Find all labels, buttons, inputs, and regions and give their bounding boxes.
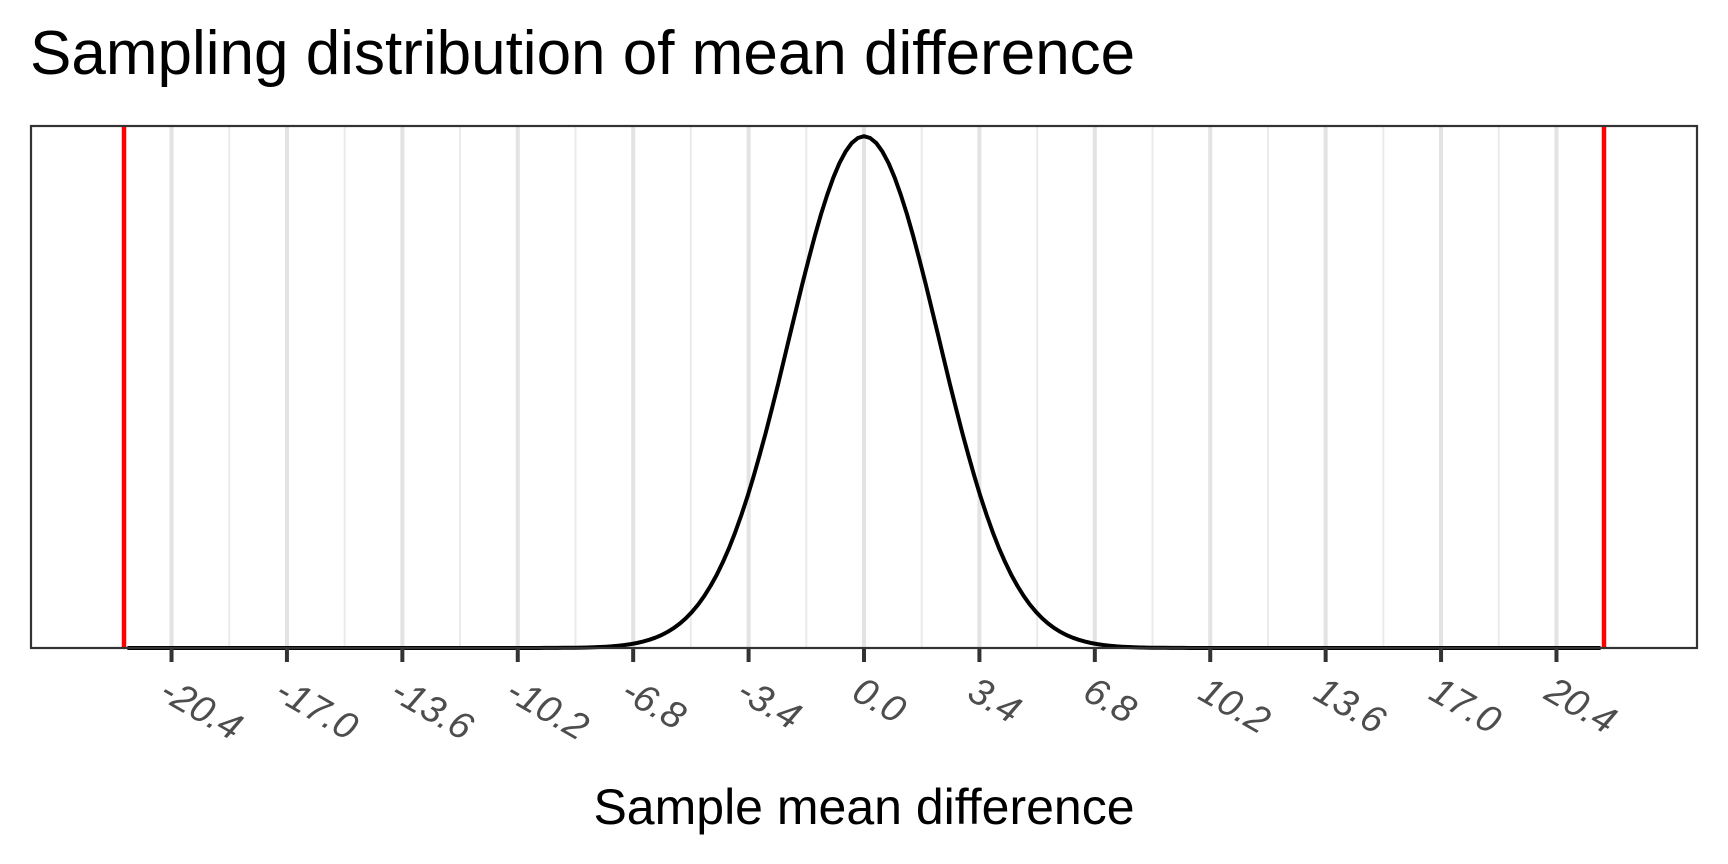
x-tick-label: 20.4 [1537,669,1623,743]
x-tick-label: 10.2 [1192,669,1277,742]
x-tick-label: 6.8 [1076,669,1143,732]
reference-lines [121,126,1607,648]
x-axis-title: Sample mean difference [593,779,1134,835]
x-axis-ticks [169,648,1559,662]
x-tick-label: -10.2 [499,669,595,749]
x-tick-label: -20.4 [153,669,249,749]
x-tick-label: -17.0 [268,669,364,749]
major-gridlines [169,126,1559,648]
x-tick-label: -6.8 [615,669,693,738]
chart-title: Sampling distribution of mean difference [30,19,1136,88]
minor-gridlines [228,126,1500,648]
x-tick-label: 13.6 [1307,669,1393,743]
x-tick-label: 0.0 [846,669,913,732]
x-tick-label: -13.6 [384,669,481,749]
x-axis-tick-labels: -20.4 -17.0 -13.6 -10.2 -6.8 -3.4 0.0 3.4 6.8 10.… [153,669,1623,750]
x-tick-label: 17.0 [1423,669,1508,742]
x-tick-label: 3.4 [961,669,1028,732]
x-tick-label: -3.4 [730,669,808,738]
